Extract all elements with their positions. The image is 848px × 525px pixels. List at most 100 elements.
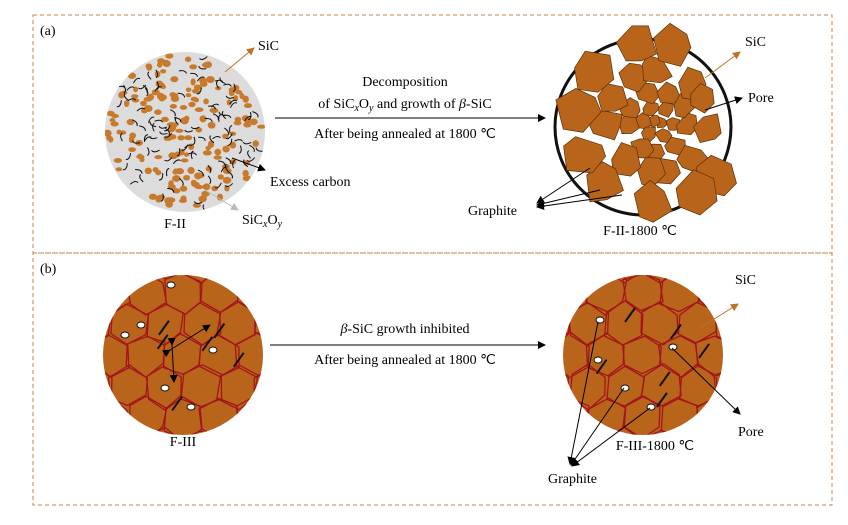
grain-boundary	[787, 240, 826, 279]
grain-boundary	[696, 394, 723, 435]
sic-particle	[242, 95, 249, 103]
grain-boundary	[735, 208, 773, 252]
callout-label: SiC	[258, 39, 279, 54]
callout-arrow	[224, 47, 255, 73]
grain-boundary	[496, 240, 536, 283]
callout-arrow	[671, 347, 741, 415]
sic-particle	[126, 118, 135, 126]
sic-particle	[233, 120, 242, 126]
graphite	[213, 323, 226, 339]
grain-boundary	[563, 330, 590, 379]
callout-arrow	[699, 303, 739, 329]
graphite	[656, 392, 668, 408]
grain-boundary	[563, 275, 571, 284]
sic-particle	[207, 121, 216, 129]
carbon	[164, 132, 172, 138]
sic-particle	[233, 95, 239, 102]
callout-arrow	[704, 96, 743, 111]
sic-particle	[211, 185, 219, 192]
grain-boundary	[147, 492, 184, 525]
carbon	[172, 159, 181, 165]
carbon	[198, 65, 207, 70]
sic-particle	[165, 53, 174, 59]
grain-boundary	[563, 365, 569, 409]
sic-particle	[194, 184, 204, 190]
grain-boundary	[39, 490, 75, 525]
grain-boundary	[622, 275, 664, 312]
grain-boundary	[679, 275, 718, 284]
grain-boundary	[515, 398, 552, 439]
graphite	[698, 343, 710, 359]
graphite	[670, 323, 682, 340]
carbon	[129, 181, 139, 185]
carbon	[154, 86, 162, 92]
callout-label: SiC	[745, 35, 766, 50]
grain-boundary	[498, 431, 536, 469]
carbon	[135, 169, 143, 174]
sic-particle	[193, 97, 200, 103]
sic-particle	[191, 88, 200, 94]
sic-particle	[170, 76, 179, 83]
sic-particle	[201, 190, 210, 197]
sic-particle	[177, 135, 185, 141]
panel-label: (a)	[40, 24, 56, 39]
sic-particle	[145, 63, 153, 69]
grain-boundary	[714, 301, 723, 343]
carbon	[176, 148, 181, 157]
carbon	[126, 86, 135, 91]
grain-boundary	[640, 362, 682, 407]
carbon	[223, 114, 232, 119]
grain-boundary	[181, 275, 221, 285]
grain-boundary	[73, 175, 113, 220]
pore	[120, 331, 130, 339]
carbon	[212, 135, 221, 140]
sic-particle	[192, 202, 201, 208]
callout-arrow	[571, 407, 651, 467]
sic-particle	[206, 76, 215, 84]
carbon	[139, 174, 144, 183]
carbon	[214, 182, 222, 189]
caption: F-II-1800 ℃	[603, 224, 677, 239]
sic-particle	[199, 115, 207, 123]
grain-boundary	[55, 209, 94, 250]
grain-boundary	[273, 460, 310, 501]
sic-particle	[180, 158, 189, 163]
sic-particle	[115, 167, 123, 172]
grain-boundary	[202, 461, 238, 502]
sic-particle	[222, 145, 230, 153]
grain-boundary	[624, 460, 661, 503]
sic-particle	[202, 183, 211, 191]
carbon	[184, 129, 193, 133]
sic-particle	[113, 158, 123, 164]
sic-particle	[200, 77, 207, 85]
carbon	[243, 159, 249, 168]
sic-particle	[229, 131, 237, 136]
sic-particle	[169, 125, 177, 131]
grain-boundary	[733, 461, 770, 502]
carbon	[120, 132, 123, 142]
carbon	[131, 119, 138, 127]
grain-boundary	[181, 492, 221, 525]
sic-particle	[169, 104, 177, 109]
sic-particle	[143, 105, 153, 113]
carbon	[255, 147, 264, 152]
text-part: -SiC growth inhibited	[347, 322, 469, 337]
sic-grain	[675, 169, 718, 216]
carbon	[218, 113, 222, 122]
sic-particle	[189, 64, 198, 70]
grain-boundary	[786, 301, 826, 344]
callout-arrow	[536, 189, 601, 208]
carbon	[209, 135, 215, 144]
carbon	[131, 140, 141, 144]
carbon	[246, 157, 256, 162]
carbon	[154, 119, 164, 123]
sic-grain	[690, 82, 715, 114]
sic-grain	[692, 113, 722, 144]
carbon	[224, 127, 229, 136]
carbon	[249, 144, 255, 153]
grain-boundary	[130, 462, 167, 500]
grain-boundary	[128, 206, 166, 248]
sic-particle	[140, 100, 147, 107]
grain-boundary	[55, 395, 95, 437]
carbon	[143, 134, 149, 142]
